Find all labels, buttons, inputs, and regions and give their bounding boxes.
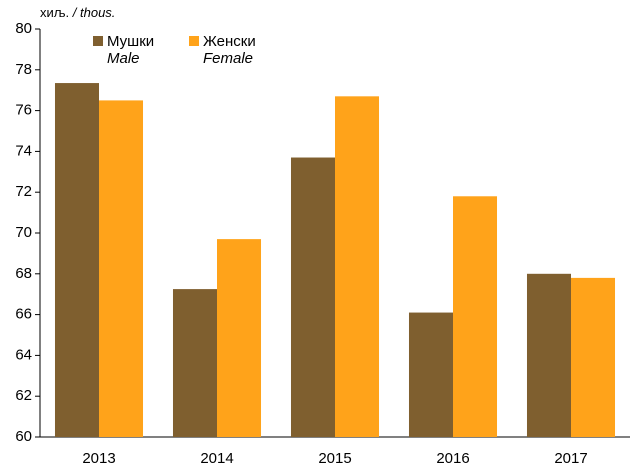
y-tick-label: 80: [15, 20, 32, 37]
y-tick-label: 60: [15, 428, 32, 445]
legend-label: Мушки: [107, 33, 154, 50]
bar: [54, 83, 99, 437]
unit-label-en: / thous.: [72, 5, 116, 20]
y-tick-label: 68: [15, 265, 32, 282]
bar: [526, 273, 571, 437]
bar: [335, 96, 380, 437]
y-tick-label: 62: [15, 387, 32, 404]
x-tick-label: 2013: [82, 450, 115, 467]
y-tick-label: 78: [15, 61, 32, 78]
y-tick-label: 64: [15, 346, 32, 363]
y-tick-label: 66: [15, 306, 32, 323]
bar: [217, 239, 262, 437]
unit-label: хиљ. / thous.: [40, 5, 115, 20]
legend-swatch: [189, 36, 199, 46]
legend-label-en: Male: [107, 50, 140, 67]
y-tick-label: 74: [15, 142, 32, 159]
bar: [172, 289, 217, 437]
y-tick-label: 72: [15, 183, 32, 200]
bar: [99, 100, 144, 438]
x-tick-label: 2016: [436, 450, 469, 467]
legend-swatch: [93, 36, 103, 46]
unit-label-local: хиљ.: [40, 5, 69, 20]
legend-label-en: Female: [203, 50, 253, 67]
y-tick-label: 76: [15, 102, 32, 119]
y-tick-label: 70: [15, 224, 32, 241]
bar: [571, 277, 616, 437]
x-tick-label: 2015: [318, 450, 351, 467]
bar: [408, 312, 453, 437]
x-tick-label: 2017: [554, 450, 587, 467]
x-tick-label: 2014: [200, 450, 233, 467]
bar: [453, 196, 498, 437]
bar: [290, 157, 335, 437]
legend-label: Женски: [203, 33, 256, 50]
